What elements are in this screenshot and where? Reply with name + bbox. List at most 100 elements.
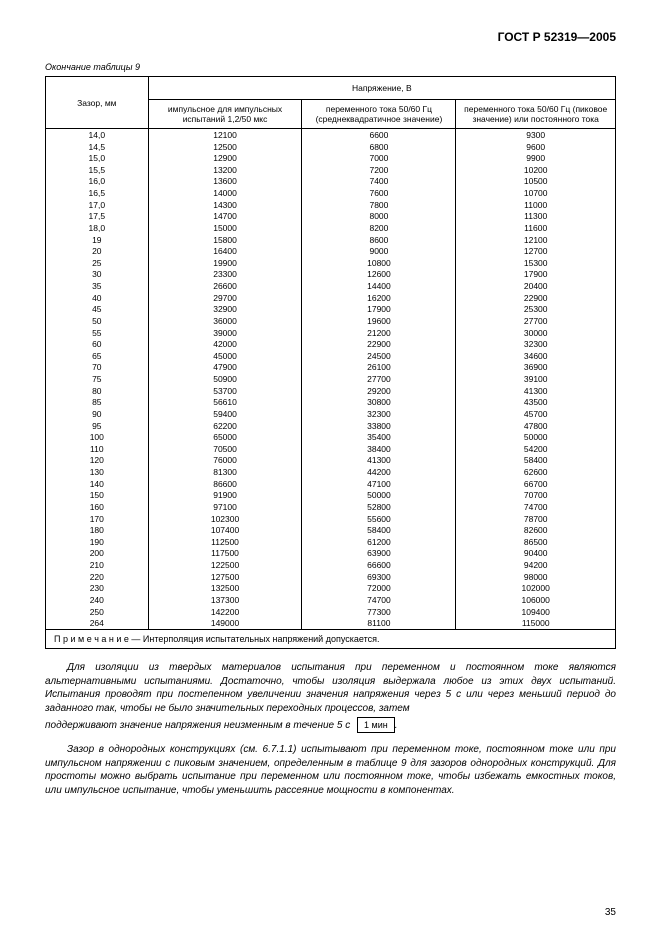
table-row: 110705003840054200 bbox=[46, 443, 616, 455]
table-cell: 26100 bbox=[302, 362, 456, 374]
table-cell: 47800 bbox=[456, 420, 616, 432]
table-row: 25199001080015300 bbox=[46, 257, 616, 269]
table-row: 2001175006390090400 bbox=[46, 548, 616, 560]
table-cell: 22900 bbox=[302, 339, 456, 351]
table-cell: 34600 bbox=[456, 350, 616, 362]
table-cell: 12100 bbox=[456, 234, 616, 246]
header-gap: Зазор, мм bbox=[46, 77, 149, 129]
table-cell: 66600 bbox=[302, 560, 456, 572]
table-cell: 8000 bbox=[302, 211, 456, 223]
table-cell: 14,5 bbox=[46, 141, 149, 153]
table-cell: 264 bbox=[46, 618, 149, 630]
table-cell: 20400 bbox=[456, 281, 616, 293]
table-row: 26414900081100115000 bbox=[46, 618, 616, 630]
table-cell: 6600 bbox=[302, 129, 456, 141]
header-col2: переменного тока 50/60 Гц (среднеквадрат… bbox=[302, 100, 456, 129]
table-row: 14,51250068009600 bbox=[46, 141, 616, 153]
table-cell: 19 bbox=[46, 234, 149, 246]
table-row: 120760004130058400 bbox=[46, 455, 616, 467]
table-cell: 90400 bbox=[456, 548, 616, 560]
table-cell: 45700 bbox=[456, 408, 616, 420]
table-row: 24013730074700106000 bbox=[46, 594, 616, 606]
paragraph-2-prefix: поддерживают значение напряжения неизмен… bbox=[45, 720, 350, 731]
table-cell: 17900 bbox=[302, 304, 456, 316]
table-cell: 19600 bbox=[302, 315, 456, 327]
document-id: ГОСТ Р 52319—2005 bbox=[45, 30, 616, 44]
table-cell: 19900 bbox=[148, 257, 302, 269]
table-cell: 60 bbox=[46, 339, 149, 351]
table-cell: 66700 bbox=[456, 478, 616, 490]
table-row: 50360001960027700 bbox=[46, 315, 616, 327]
table-row: 85566103080043500 bbox=[46, 397, 616, 409]
table-cell: 12500 bbox=[148, 141, 302, 153]
table-cell: 50000 bbox=[456, 432, 616, 444]
table-cell: 30 bbox=[46, 269, 149, 281]
table-row: 2201275006930098000 bbox=[46, 571, 616, 583]
table-row: 80537002920041300 bbox=[46, 385, 616, 397]
table-cell: 130 bbox=[46, 467, 149, 479]
table-row: 100650003540050000 bbox=[46, 432, 616, 444]
table-row: 95622003380047800 bbox=[46, 420, 616, 432]
table-cell: 50900 bbox=[148, 374, 302, 386]
table-cell: 7200 bbox=[302, 164, 456, 176]
table-cell: 16,5 bbox=[46, 188, 149, 200]
paragraph-2: поддерживают значение напряжения неизмен… bbox=[45, 717, 616, 733]
table-cell: 10800 bbox=[302, 257, 456, 269]
paragraph-block-1: Для изоляции из твердых материалов испыт… bbox=[45, 661, 616, 733]
table-cell: 86500 bbox=[456, 536, 616, 548]
table-cell: 106000 bbox=[456, 594, 616, 606]
table-cell: 15000 bbox=[148, 222, 302, 234]
table-cell: 190 bbox=[46, 536, 149, 548]
table-row: 1901125006120086500 bbox=[46, 536, 616, 548]
table-cell: 29200 bbox=[302, 385, 456, 397]
table-cell: 70500 bbox=[148, 443, 302, 455]
table-continuation-label: Окончание таблицы 9 bbox=[45, 62, 616, 72]
table-cell: 112500 bbox=[148, 536, 302, 548]
table-cell: 91900 bbox=[148, 490, 302, 502]
table-cell: 39100 bbox=[456, 374, 616, 386]
table-cell: 81100 bbox=[302, 618, 456, 630]
table-cell: 109400 bbox=[456, 606, 616, 618]
table-cell: 77300 bbox=[302, 606, 456, 618]
table-cell: 94200 bbox=[456, 560, 616, 572]
table-cell: 17,0 bbox=[46, 199, 149, 211]
table-cell: 9000 bbox=[302, 246, 456, 258]
table-cell: 55600 bbox=[302, 513, 456, 525]
table-cell: 15800 bbox=[148, 234, 302, 246]
table-cell: 36900 bbox=[456, 362, 616, 374]
table-cell: 30800 bbox=[302, 397, 456, 409]
table-cell: 59400 bbox=[148, 408, 302, 420]
table-cell: 72000 bbox=[302, 583, 456, 595]
table-cell: 9600 bbox=[456, 141, 616, 153]
table-cell: 16200 bbox=[302, 292, 456, 304]
table-row: 55390002120030000 bbox=[46, 327, 616, 339]
table-cell: 12900 bbox=[148, 153, 302, 165]
table-cell: 35 bbox=[46, 281, 149, 293]
table-row: 17,514700800011300 bbox=[46, 211, 616, 223]
table-cell: 36000 bbox=[148, 315, 302, 327]
table-cell: 150 bbox=[46, 490, 149, 502]
table-cell: 90 bbox=[46, 408, 149, 420]
table-cell: 240 bbox=[46, 594, 149, 606]
table-cell: 7600 bbox=[302, 188, 456, 200]
table-row: 16,514000760010700 bbox=[46, 188, 616, 200]
table-row: 23013250072000102000 bbox=[46, 583, 616, 595]
table-cell: 26600 bbox=[148, 281, 302, 293]
table-row: 2016400900012700 bbox=[46, 246, 616, 258]
table-row: 40297001620022900 bbox=[46, 292, 616, 304]
table-cell: 107400 bbox=[148, 525, 302, 537]
table-cell: 61200 bbox=[302, 536, 456, 548]
table-cell: 170 bbox=[46, 513, 149, 525]
table-cell: 11600 bbox=[456, 222, 616, 234]
table-cell: 32300 bbox=[456, 339, 616, 351]
header-col3: переменного тока 50/60 Гц (пиковое значе… bbox=[456, 100, 616, 129]
table-cell: 54200 bbox=[456, 443, 616, 455]
table-note: П р и м е ч а н и е — Интерполяция испыт… bbox=[46, 630, 616, 649]
table-cell: 14400 bbox=[302, 281, 456, 293]
table-cell: 7000 bbox=[302, 153, 456, 165]
table-row: 25014220077300109400 bbox=[46, 606, 616, 618]
header-col1: импульсное для импульсных испытаний 1,2/… bbox=[148, 100, 302, 129]
table-row: 18,015000820011600 bbox=[46, 222, 616, 234]
table-cell: 14000 bbox=[148, 188, 302, 200]
table-row: 15,01290070009900 bbox=[46, 153, 616, 165]
